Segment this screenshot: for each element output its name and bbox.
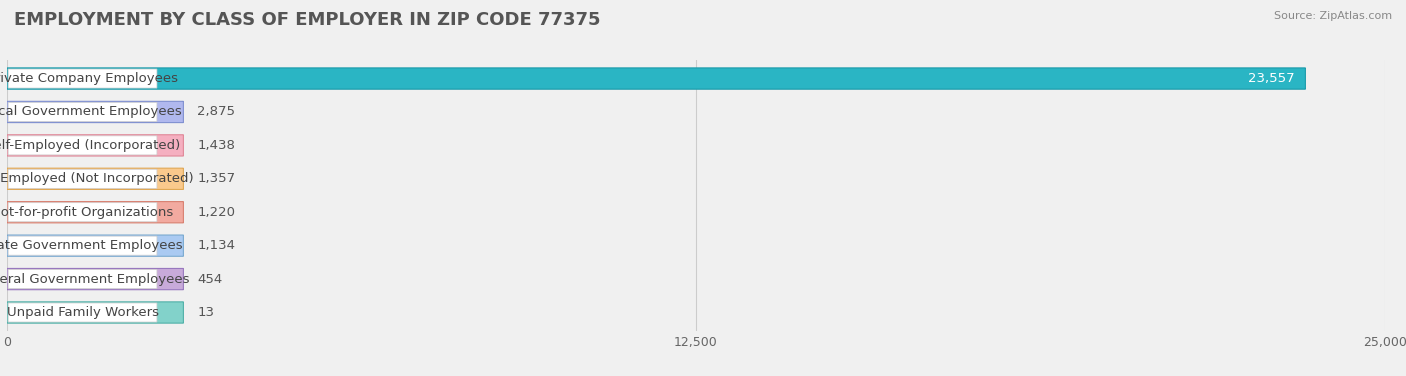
Text: State Government Employees: State Government Employees (0, 239, 183, 252)
Text: 1,134: 1,134 (197, 239, 235, 252)
Text: Source: ZipAtlas.com: Source: ZipAtlas.com (1274, 11, 1392, 21)
Text: Private Company Employees: Private Company Employees (0, 72, 179, 85)
FancyBboxPatch shape (8, 169, 157, 188)
FancyBboxPatch shape (7, 268, 183, 290)
Text: 454: 454 (197, 273, 222, 286)
Text: 1,357: 1,357 (197, 172, 235, 185)
FancyBboxPatch shape (7, 302, 183, 323)
Text: Local Government Employees: Local Government Employees (0, 105, 181, 118)
FancyBboxPatch shape (8, 236, 157, 255)
FancyBboxPatch shape (7, 168, 183, 190)
Text: EMPLOYMENT BY CLASS OF EMPLOYER IN ZIP CODE 77375: EMPLOYMENT BY CLASS OF EMPLOYER IN ZIP C… (14, 11, 600, 29)
Text: 1,220: 1,220 (197, 206, 235, 219)
Text: Not-for-profit Organizations: Not-for-profit Organizations (0, 206, 174, 219)
FancyBboxPatch shape (7, 202, 183, 223)
FancyBboxPatch shape (7, 235, 183, 256)
FancyBboxPatch shape (8, 203, 157, 222)
FancyBboxPatch shape (8, 136, 157, 155)
Text: 23,557: 23,557 (1247, 72, 1295, 85)
FancyBboxPatch shape (8, 270, 157, 289)
FancyBboxPatch shape (7, 135, 183, 156)
FancyBboxPatch shape (8, 102, 157, 121)
Text: Self-Employed (Incorporated): Self-Employed (Incorporated) (0, 139, 180, 152)
FancyBboxPatch shape (7, 102, 183, 123)
Text: 13: 13 (197, 306, 214, 319)
Text: Unpaid Family Workers: Unpaid Family Workers (7, 306, 159, 319)
FancyBboxPatch shape (7, 68, 1305, 89)
Text: 1,438: 1,438 (197, 139, 235, 152)
Text: 2,875: 2,875 (197, 105, 235, 118)
Text: Federal Government Employees: Federal Government Employees (0, 273, 190, 286)
Text: Self-Employed (Not Incorporated): Self-Employed (Not Incorporated) (0, 172, 194, 185)
FancyBboxPatch shape (8, 303, 157, 322)
FancyBboxPatch shape (8, 69, 157, 88)
